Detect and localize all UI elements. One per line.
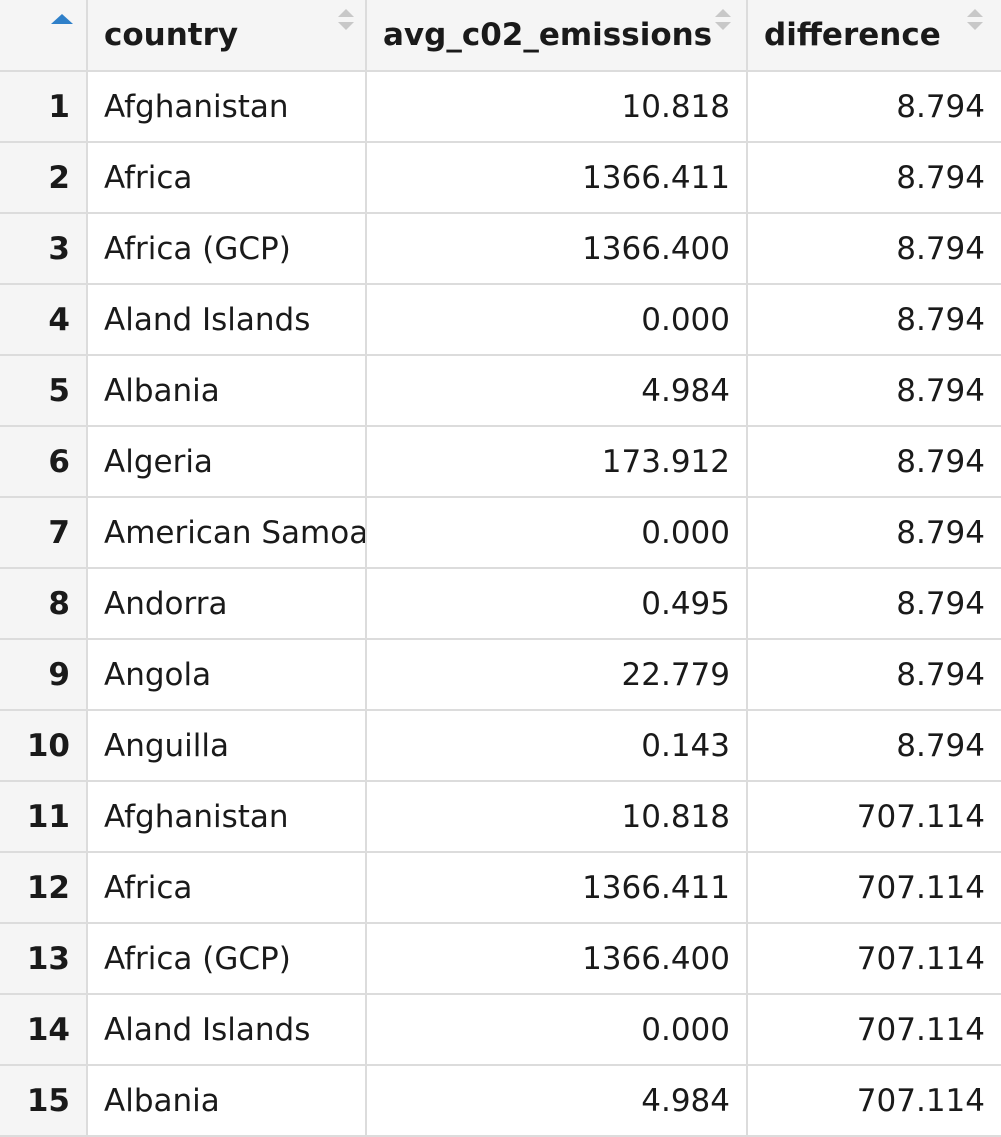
header-row: country avg_c02_emissions difference	[0, 0, 1001, 72]
difference-cell: 8.794	[747, 142, 1001, 214]
avg-c02-emissions-cell: 0.000	[366, 994, 748, 1066]
row-index-cell: 11	[0, 781, 88, 853]
avg-c02-emissions-cell: 1366.400	[366, 923, 748, 995]
table-row[interactable]: 3 Africa (GCP) 1366.400 8.794	[0, 213, 1001, 285]
column-header-avg-c02-emissions[interactable]: avg_c02_emissions	[366, 0, 748, 72]
column-header-label: avg_c02_emissions	[383, 17, 713, 53]
avg-c02-emissions-cell: 10.818	[366, 71, 748, 143]
column-header-country[interactable]: country	[87, 0, 367, 72]
row-index-cell: 12	[0, 852, 88, 924]
table-row[interactable]: 2 Africa 1366.411 8.794	[0, 142, 1001, 214]
row-index-cell: 4	[0, 284, 88, 356]
table-row[interactable]: 7 American Samoa 0.000 8.794	[0, 497, 1001, 569]
country-cell: Aland Islands	[87, 284, 367, 356]
country-cell: Afghanistan	[87, 781, 367, 853]
country-cell: Africa (GCP)	[87, 213, 367, 285]
sort-toggle-icon[interactable]	[338, 9, 354, 35]
table-row[interactable]: 9 Angola 22.779 8.794	[0, 639, 1001, 711]
sort-ascending-icon[interactable]	[51, 14, 73, 24]
avg-c02-emissions-cell: 0.000	[366, 284, 748, 356]
avg-c02-emissions-cell: 0.143	[366, 710, 748, 782]
row-index-cell: 5	[0, 355, 88, 427]
difference-cell: 707.114	[747, 994, 1001, 1066]
avg-c02-emissions-cell: 1366.411	[366, 142, 748, 214]
table-row[interactable]: 13 Africa (GCP) 1366.400 707.114	[0, 923, 1001, 995]
country-cell: American Samoa	[87, 497, 367, 569]
difference-cell: 8.794	[747, 497, 1001, 569]
avg-c02-emissions-cell: 173.912	[366, 426, 748, 498]
country-cell: Albania	[87, 355, 367, 427]
country-cell: Aland Islands	[87, 994, 367, 1066]
table-row[interactable]: 1 Afghanistan 10.818 8.794	[0, 71, 1001, 143]
table-row[interactable]: 11 Afghanistan 10.818 707.114	[0, 781, 1001, 853]
difference-cell: 8.794	[747, 710, 1001, 782]
row-index-cell: 10	[0, 710, 88, 782]
difference-cell: 707.114	[747, 923, 1001, 995]
table-row[interactable]: 10 Anguilla 0.143 8.794	[0, 710, 1001, 782]
column-header-difference[interactable]: difference	[747, 0, 1001, 72]
avg-c02-emissions-cell: 0.495	[366, 568, 748, 640]
row-index-cell: 1	[0, 71, 88, 143]
row-index-cell: 9	[0, 639, 88, 711]
column-header-label: country	[104, 17, 239, 53]
table-body: 1 Afghanistan 10.818 8.794 2 Africa 1366.411 8.…	[0, 71, 1001, 1137]
avg-c02-emissions-cell: 0.000	[366, 497, 748, 569]
country-cell: Albania	[87, 1065, 367, 1137]
sort-toggle-icon[interactable]	[715, 9, 731, 35]
row-index-cell: 2	[0, 142, 88, 214]
avg-c02-emissions-cell: 10.818	[366, 781, 748, 853]
difference-cell: 8.794	[747, 284, 1001, 356]
row-index-cell: 15	[0, 1065, 88, 1137]
table-row[interactable]: 15 Albania 4.984 707.114	[0, 1065, 1001, 1137]
index-column-header[interactable]	[0, 0, 88, 72]
avg-c02-emissions-cell: 1366.411	[366, 852, 748, 924]
country-cell: Anguilla	[87, 710, 367, 782]
row-index-cell: 13	[0, 923, 88, 995]
country-cell: Andorra	[87, 568, 367, 640]
row-index-cell: 14	[0, 994, 88, 1066]
difference-cell: 8.794	[747, 426, 1001, 498]
table-row[interactable]: 5 Albania 4.984 8.794	[0, 355, 1001, 427]
difference-cell: 8.794	[747, 568, 1001, 640]
difference-cell: 707.114	[747, 781, 1001, 853]
table-row[interactable]: 6 Algeria 173.912 8.794	[0, 426, 1001, 498]
row-index-cell: 7	[0, 497, 88, 569]
difference-cell: 8.794	[747, 213, 1001, 285]
table-row[interactable]: 4 Aland Islands 0.000 8.794	[0, 284, 1001, 356]
table-row[interactable]: 12 Africa 1366.411 707.114	[0, 852, 1001, 924]
avg-c02-emissions-cell: 22.779	[366, 639, 748, 711]
table-row[interactable]: 8 Andorra 0.495 8.794	[0, 568, 1001, 640]
country-cell: Africa (GCP)	[87, 923, 367, 995]
country-cell: Afghanistan	[87, 71, 367, 143]
difference-cell: 707.114	[747, 1065, 1001, 1137]
table-row[interactable]: 14 Aland Islands 0.000 707.114	[0, 994, 1001, 1066]
row-index-cell: 6	[0, 426, 88, 498]
country-cell: Angola	[87, 639, 367, 711]
country-cell: Africa	[87, 852, 367, 924]
avg-c02-emissions-cell: 1366.400	[366, 213, 748, 285]
sort-toggle-icon[interactable]	[967, 9, 983, 35]
difference-cell: 8.794	[747, 355, 1001, 427]
avg-c02-emissions-cell: 4.984	[366, 355, 748, 427]
column-header-label: difference	[764, 17, 941, 53]
row-index-cell: 8	[0, 568, 88, 640]
table-header: country avg_c02_emissions difference	[0, 0, 1001, 72]
difference-cell: 707.114	[747, 852, 1001, 924]
avg-c02-emissions-cell: 4.984	[366, 1065, 748, 1137]
country-cell: Africa	[87, 142, 367, 214]
row-index-cell: 3	[0, 213, 88, 285]
country-cell: Algeria	[87, 426, 367, 498]
difference-cell: 8.794	[747, 71, 1001, 143]
difference-cell: 8.794	[747, 639, 1001, 711]
